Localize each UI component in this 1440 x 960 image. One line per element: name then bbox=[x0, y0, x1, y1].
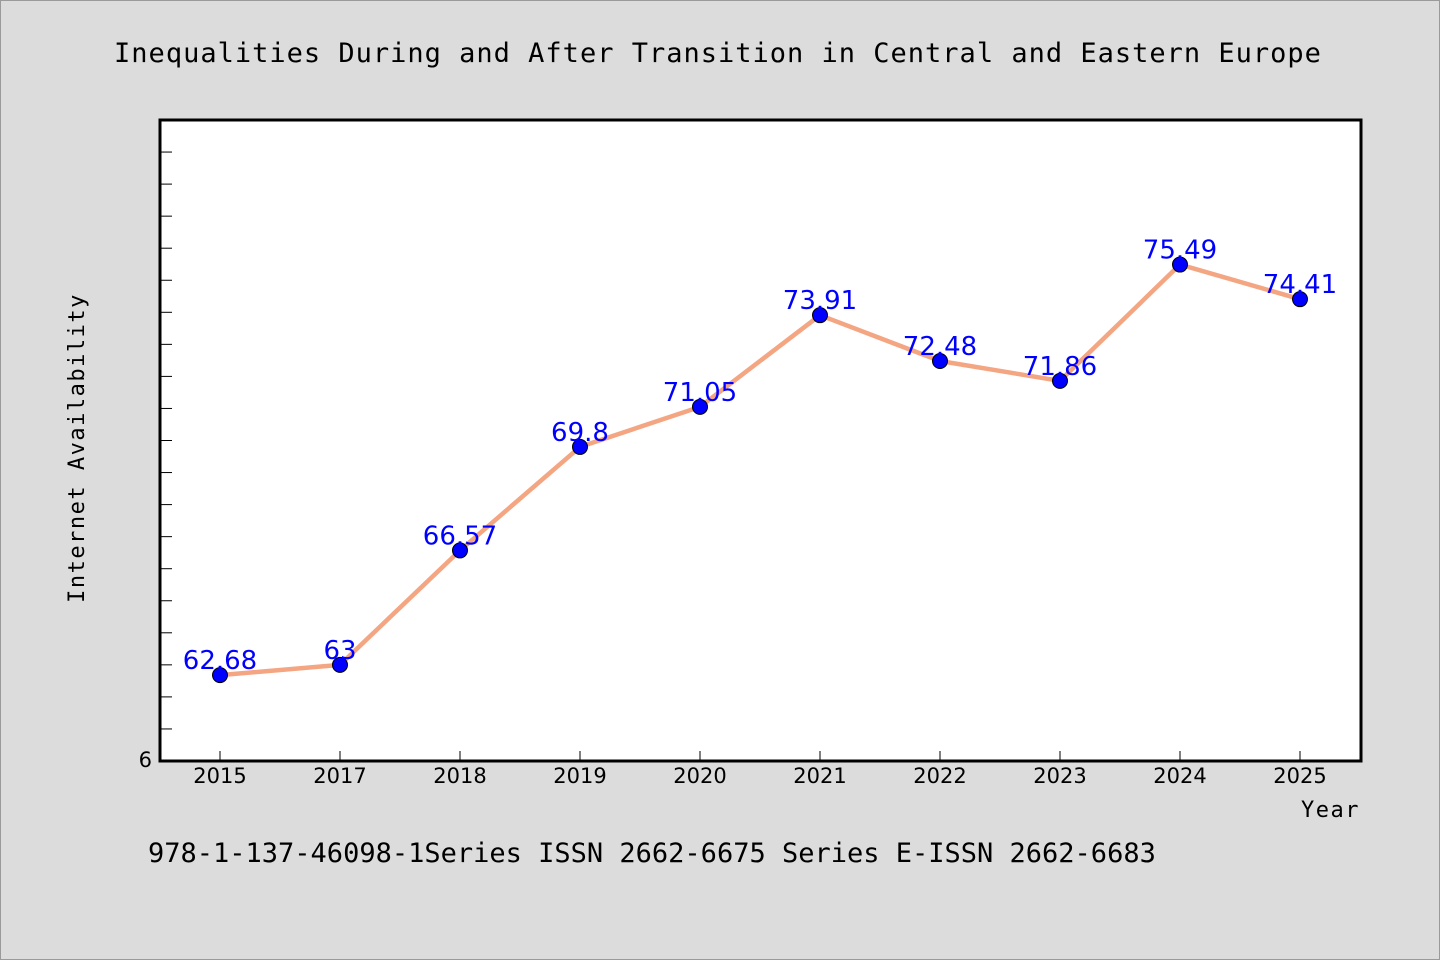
data-point bbox=[332, 656, 348, 673]
data-label: 66.57 bbox=[423, 521, 497, 551]
chart-title: Inequalities During and After Transition… bbox=[114, 38, 1322, 69]
x-tick-label: 2017 bbox=[313, 764, 366, 788]
x-tick-label: 2021 bbox=[793, 764, 846, 788]
data-point bbox=[572, 438, 588, 455]
data-label: 63 bbox=[323, 636, 356, 666]
data-point bbox=[452, 542, 468, 559]
data-label: 69.8 bbox=[551, 418, 609, 448]
series-layer: 62.68 63 66.57 69.8 71.05 73.91 72.48 71.86 75.4… bbox=[183, 236, 1337, 684]
x-tick-label: 2022 bbox=[913, 764, 966, 788]
data-label: 75.49 bbox=[1143, 236, 1217, 266]
y-tick-label: 6 bbox=[139, 748, 152, 772]
plot-area bbox=[158, 118, 1363, 763]
footer-isbn-text: 978-1-137-46098-1Series ISSN 2662-6675 S… bbox=[148, 838, 1156, 869]
y-axis-ticks bbox=[160, 151, 172, 730]
data-point bbox=[212, 667, 228, 684]
data-label: 72.48 bbox=[903, 332, 977, 362]
x-tick-label: 2025 bbox=[1273, 764, 1326, 788]
x-axis-label: Year bbox=[1301, 798, 1360, 823]
data-label: 71.86 bbox=[1023, 352, 1097, 382]
data-point bbox=[692, 398, 708, 415]
x-tick-label: 2023 bbox=[1033, 764, 1086, 788]
data-point bbox=[1292, 291, 1308, 308]
x-axis-ticks: 2015 2017 2018 2019 2020 2021 2022 2023 2024 2025 bbox=[193, 751, 1327, 788]
data-point bbox=[812, 307, 828, 324]
x-tick-label: 2019 bbox=[553, 764, 606, 788]
x-tick-label: 2018 bbox=[433, 764, 486, 788]
data-label: 71.05 bbox=[663, 378, 737, 408]
y-axis-label: Internet Availability bbox=[65, 293, 90, 603]
data-point bbox=[932, 353, 948, 370]
x-tick-label: 2024 bbox=[1153, 764, 1206, 788]
data-label: 73.91 bbox=[783, 286, 857, 316]
x-tick-label: 2015 bbox=[193, 764, 246, 788]
series-line bbox=[217, 262, 1303, 678]
x-tick-label: 2020 bbox=[673, 764, 726, 788]
data-label: 62.68 bbox=[183, 646, 257, 676]
data-point bbox=[1052, 372, 1068, 389]
data-point bbox=[1172, 256, 1188, 273]
data-label: 74.41 bbox=[1263, 270, 1337, 300]
